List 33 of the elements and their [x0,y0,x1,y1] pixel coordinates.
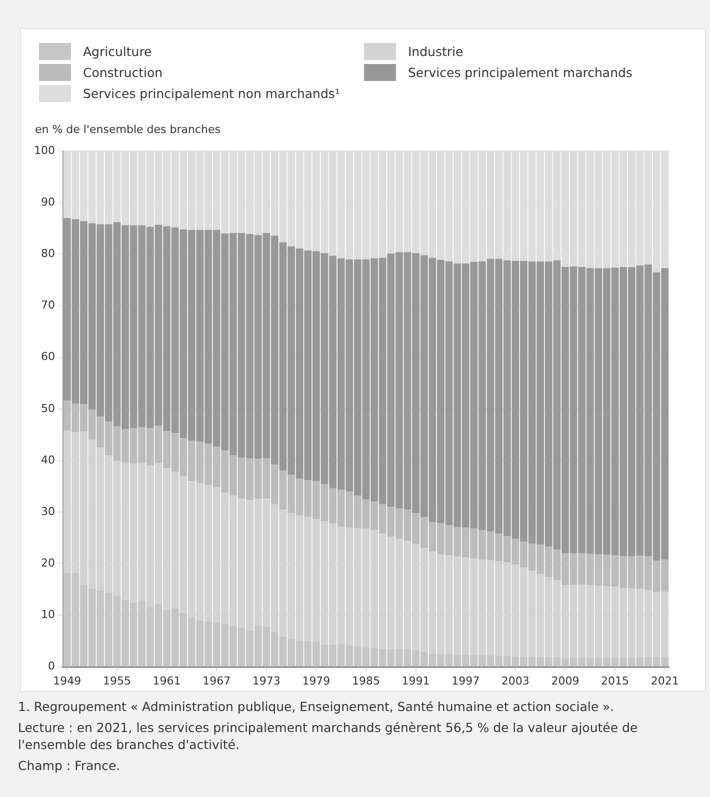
legend-label: Agriculture [83,44,152,59]
y-tick-label: 90 [40,195,55,208]
y-tick-label: 100 [34,144,55,157]
x-tick-label: 1985 [352,674,380,688]
x-tick-label: 1973 [252,674,280,688]
x-tick-label: 1991 [402,674,430,688]
legend-label: Industrie [408,44,464,59]
y-tick-label: 80 [40,247,55,260]
x-tick-label: 2009 [551,674,580,688]
y-tick-label: 40 [40,453,55,466]
y-tick-label: 70 [40,298,55,312]
x-tick-label: 1997 [452,674,480,688]
x-tick-label: 1979 [302,674,330,688]
y-tick-label: 30 [40,504,55,518]
y-tick-label: 10 [40,608,55,622]
legend-label: Construction [83,65,163,80]
x-tick-label: 1961 [152,674,181,688]
y-tick-label: 50 [40,402,55,415]
x-tick-label: 2015 [601,674,630,688]
legend-label: Services principalement marchands [408,65,632,80]
y-tick-label: 0 [48,660,55,673]
y-axis-title: en % de l'ensemble des branches [35,123,220,136]
x-tick-label: 1967 [202,674,231,688]
x-tick-label: 2021 [650,674,679,688]
text: 1. Regroupement « Administration publique, Enseignement, Santé humaine et action sociale ». [18,698,616,715]
y-tick-label: 20 [40,556,55,570]
x-tick-label: 1949 [53,674,82,688]
x-tick-label: 1955 [102,674,131,688]
text: Champ : France. [18,757,122,774]
y-tick-label: 60 [40,350,55,364]
text: Lecture : en 2021, les services principalement marchands génèrent 56,5 % de la valeur ajoutée de l'ensemble des branches d'activité. [18,719,639,753]
x-tick-label: 2003 [501,674,530,688]
legend-label: Services principalement non marchands¹ [83,86,340,101]
